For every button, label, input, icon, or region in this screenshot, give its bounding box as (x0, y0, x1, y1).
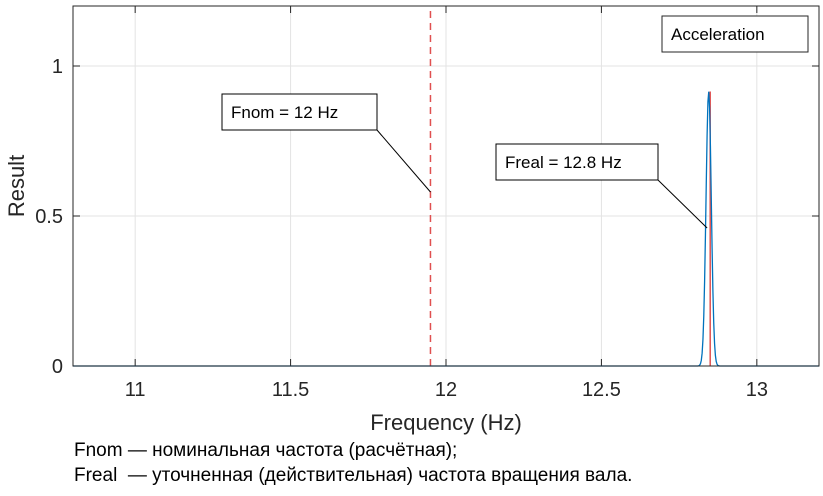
axes-frame (72, 5, 820, 367)
tick-labels: 11 11.5 12 12.5 13 0 0.5 1 (35, 56, 768, 401)
annotation-fnom-leader (376, 129, 431, 193)
annotation-fnom: Fnom = 12 Hz (221, 93, 431, 193)
x-axis-label: Frequency (Hz) (370, 410, 522, 435)
annotation-fnom-label: Fnom = 12 Hz (231, 103, 338, 122)
annotation-fnom-box (221, 93, 378, 131)
vertical-lines (429, 6, 711, 366)
x-tick-label: 11.5 (272, 379, 309, 401)
grid (73, 6, 819, 367)
x-tick-label: 12.5 (582, 379, 621, 401)
y-tick-label: 0 (52, 356, 63, 378)
y-tick-label: 0.5 (35, 206, 63, 228)
legend-label: Acceleration (671, 25, 765, 44)
y-tick-label: 1 (52, 56, 63, 78)
annotation-freal-label: Freal = 12.8 Hz (505, 153, 622, 172)
y-axis-label: Result (4, 155, 29, 217)
x-tick-label: 12 (435, 379, 457, 401)
annotation-freal-box (495, 143, 659, 181)
caption-line-freal: Freal — уточненная (действительная) част… (74, 465, 633, 486)
chart: 11 11.5 12 12.5 13 0 0.5 1 Frequency (Hz) Resul… (4, 5, 820, 435)
caption-line-fnom: Fnom — номинальная частота (расчётная); (74, 440, 458, 461)
legend-box (661, 15, 809, 53)
annotation-freal: Freal = 12.8 Hz (495, 143, 708, 229)
x-tick-label: 13 (746, 379, 768, 401)
annotation-freal-leader (657, 179, 708, 229)
legend: Acceleration (661, 15, 809, 53)
tick-marks (73, 6, 819, 367)
x-tick-label: 11 (125, 379, 146, 401)
